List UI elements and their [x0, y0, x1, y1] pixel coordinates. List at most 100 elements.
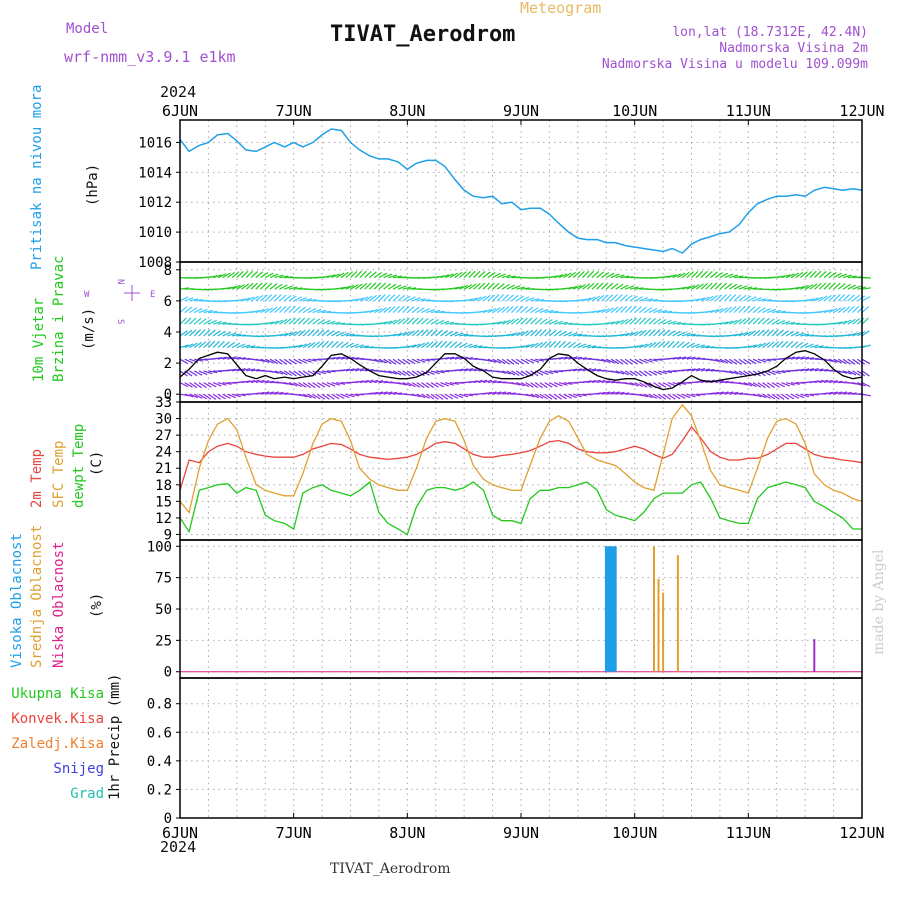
wind-arrow: [857, 382, 866, 387]
wind-arrow: [781, 370, 791, 373]
wind-arrow: [241, 344, 251, 349]
wind-arrow: [222, 331, 232, 337]
wind-arrow: [748, 296, 757, 302]
wind-arrow: [241, 393, 251, 396]
wind-arrow: [838, 370, 848, 374]
wind-arrow: [217, 393, 226, 400]
wind-arrow: [601, 391, 611, 395]
wind-arrow: [776, 393, 785, 400]
panel-frame-temperature: [179, 401, 863, 541]
wind-arrow: [591, 295, 601, 302]
ytick-label: 0.4: [147, 754, 172, 770]
wind-arrow: [435, 370, 445, 374]
wind-arrow: [681, 332, 691, 337]
wind-arrow: [606, 380, 616, 384]
wind-arrow: [203, 318, 212, 325]
wind-arrow: [544, 393, 553, 400]
wind-arrow: [823, 308, 833, 314]
wind-arrow: [184, 382, 193, 388]
wind-arrow: [520, 306, 529, 314]
wind-arrow: [397, 276, 407, 279]
wind-arrow: [326, 330, 335, 337]
wind-arrow: [733, 332, 743, 337]
wind-arrow: [288, 393, 298, 396]
wind-arrow: [231, 393, 241, 398]
wind-arrow: [208, 357, 218, 360]
wind-arrow: [222, 382, 232, 385]
wind-arrow: [516, 286, 526, 290]
wind-arrow: [255, 379, 265, 384]
wind-arrow: [530, 370, 539, 377]
wind-arrow: [596, 294, 605, 302]
wind-arrow: [355, 297, 364, 302]
wind-arrow: [544, 318, 553, 325]
wind-arrow: [620, 370, 629, 376]
wind-arrow: [781, 340, 789, 349]
wind-arrow: [786, 287, 796, 290]
wind-arrow: [710, 391, 720, 395]
wind-arrow: [639, 277, 649, 279]
wind-arrow: [605, 294, 614, 302]
wind-arrow: [345, 271, 353, 279]
wind-arrow: [194, 299, 204, 302]
wind-arrow: [378, 391, 388, 395]
wind-arrow: [449, 382, 459, 385]
wind-arrow: [193, 308, 203, 314]
wind-arrow: [203, 340, 211, 349]
wind-arrow: [407, 296, 416, 302]
wind-arrow: [762, 382, 771, 389]
wind-arrow: [482, 379, 492, 384]
wind-arrow: [601, 322, 611, 325]
wind-arrow: [473, 282, 481, 290]
wind-arrow: [724, 273, 734, 279]
wind-arrow: [331, 273, 341, 279]
compass-east: E: [150, 290, 155, 300]
wind-arrow: [297, 317, 306, 325]
wind-arrow: [724, 370, 734, 374]
wind-arrow: [435, 310, 445, 314]
wind-arrow: [184, 297, 194, 302]
wind-arrow: [549, 275, 559, 279]
wind-arrow: [596, 369, 606, 372]
wind-arrow: [203, 370, 213, 375]
wind-arrow: [435, 393, 444, 400]
wind-arrow: [274, 370, 284, 375]
wind-arrow: [705, 392, 715, 395]
wind-arrow: [189, 277, 199, 279]
wind-arrow: [714, 272, 723, 279]
grid-layer: [180, 120, 862, 819]
wind-arrow: [430, 276, 441, 279]
wind-arrow: [634, 296, 643, 302]
wind-arrow: [719, 347, 729, 349]
wind-arrow: [336, 331, 345, 337]
wind-arrow: [795, 368, 805, 372]
wind-arrow: [762, 341, 771, 349]
wind-arrow: [591, 379, 601, 384]
wind-arrow: [776, 357, 786, 360]
wind-arrow: [605, 307, 615, 314]
wind-arrow: [577, 270, 585, 279]
wind-arrow: [388, 347, 398, 349]
wind-arrow: [549, 382, 558, 388]
mid-cloud-bar: [662, 592, 665, 672]
wind-arrow: [572, 271, 581, 279]
ytick-label: 15: [155, 494, 172, 510]
wind-arrow: [591, 309, 601, 314]
wind-arrow: [350, 334, 360, 337]
wind-arrow: [250, 309, 260, 314]
wind-arrow: [586, 282, 595, 290]
wind-arrow: [520, 370, 529, 377]
wind-arrow: [681, 312, 692, 314]
wind-arrow: [501, 274, 511, 279]
wind-arrow: [530, 393, 540, 399]
wind-arrow: [468, 393, 478, 396]
wind-arrow: [625, 346, 635, 349]
wind-arrow: [336, 312, 346, 314]
wind-arrow: [397, 294, 406, 302]
wind-arrow: [496, 283, 505, 290]
wind-arrow: [397, 285, 407, 290]
wind-arrow: [653, 370, 663, 376]
wind-arrow: [790, 393, 800, 399]
wind-arrow: [563, 286, 573, 290]
wind-arrow: [283, 294, 292, 302]
